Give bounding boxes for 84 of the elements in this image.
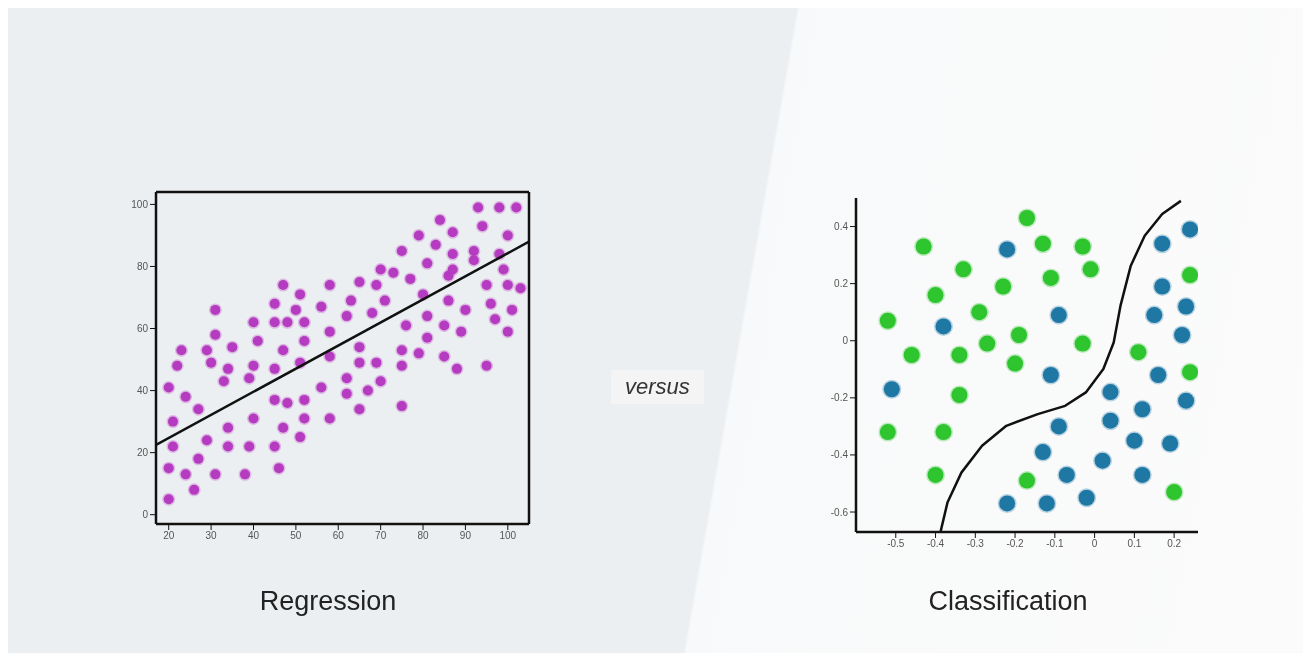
y-tick-label: 20 xyxy=(136,447,149,459)
x-tick-label: 60 xyxy=(332,530,345,542)
y-tick-label: 60 xyxy=(136,323,149,335)
x-tick-label: -0.3 xyxy=(966,538,985,550)
point xyxy=(1049,305,1069,325)
point xyxy=(1132,399,1152,419)
point xyxy=(997,493,1017,513)
point xyxy=(1180,219,1198,239)
x-tick-label: -0.2 xyxy=(1006,538,1025,550)
point xyxy=(1176,296,1196,316)
point xyxy=(1041,365,1061,385)
point xyxy=(1073,334,1093,354)
point xyxy=(1017,208,1037,228)
point xyxy=(933,422,953,442)
point xyxy=(1041,268,1061,288)
text: versus xyxy=(611,370,704,404)
point xyxy=(997,239,1017,259)
y-tick-label: 100 xyxy=(131,198,149,210)
point xyxy=(1152,234,1172,254)
point xyxy=(926,465,946,485)
point xyxy=(1037,493,1057,513)
x-tick-label: 0.1 xyxy=(1127,538,1142,550)
point xyxy=(914,237,934,257)
point xyxy=(1176,391,1196,411)
text: Regression xyxy=(258,586,398,617)
point xyxy=(1180,362,1198,382)
point xyxy=(1101,382,1121,402)
point xyxy=(1093,451,1113,471)
point xyxy=(1152,277,1172,296)
x-tick-label: 0.2 xyxy=(1167,538,1182,550)
point xyxy=(1017,471,1037,491)
point xyxy=(882,379,902,399)
x-tick-label: 70 xyxy=(375,530,387,542)
point xyxy=(1144,305,1164,325)
point xyxy=(933,316,953,336)
point xyxy=(1009,325,1029,345)
y-tick-label: 0 xyxy=(842,335,849,347)
point xyxy=(1180,265,1198,285)
point xyxy=(1049,416,1069,436)
x-tick-label: 20 xyxy=(163,530,175,542)
y-tick-label: 0.2 xyxy=(834,278,849,290)
point xyxy=(1033,442,1053,462)
x-tick-label: 80 xyxy=(417,530,430,542)
y-tick-label: 0 xyxy=(142,509,149,521)
point xyxy=(993,277,1013,296)
text: Classification xyxy=(927,586,1089,617)
point xyxy=(1081,259,1101,279)
point xyxy=(878,311,898,331)
x-tick-label: 100 xyxy=(499,530,517,542)
point xyxy=(949,385,969,405)
point xyxy=(1148,365,1168,385)
y-tick-label: -0.6 xyxy=(830,506,849,518)
point xyxy=(1172,325,1192,345)
point xyxy=(1124,431,1144,451)
point xyxy=(902,345,922,365)
point xyxy=(953,259,973,279)
x-tick-label: 50 xyxy=(290,530,302,542)
point xyxy=(1057,465,1077,485)
point xyxy=(878,422,898,442)
y-tick-label: -0.2 xyxy=(830,392,849,404)
point xyxy=(1128,342,1148,362)
x-tick-label: 0 xyxy=(1091,538,1098,550)
y-tick-label: 0.4 xyxy=(834,221,849,233)
point xyxy=(977,334,997,354)
x-tick-label: -0.4 xyxy=(926,538,945,550)
point xyxy=(926,285,946,305)
x-tick-label: -0.5 xyxy=(887,538,905,550)
x-tick-label: 40 xyxy=(247,530,260,542)
x-tick-label: 30 xyxy=(205,530,218,542)
x-tick-label: -0.1 xyxy=(1046,538,1064,550)
point xyxy=(1033,234,1053,254)
y-tick-label: -0.4 xyxy=(830,449,849,461)
y-tick-label: 80 xyxy=(136,261,149,273)
point xyxy=(1005,354,1025,374)
point xyxy=(1073,237,1093,257)
point xyxy=(969,302,989,322)
x-tick-label: 90 xyxy=(459,530,472,542)
point xyxy=(1101,411,1121,431)
point xyxy=(1077,488,1097,508)
point xyxy=(1132,465,1152,485)
point xyxy=(1160,434,1180,453)
point xyxy=(1164,482,1184,502)
point xyxy=(949,345,969,365)
y-tick-label: 40 xyxy=(136,385,149,397)
